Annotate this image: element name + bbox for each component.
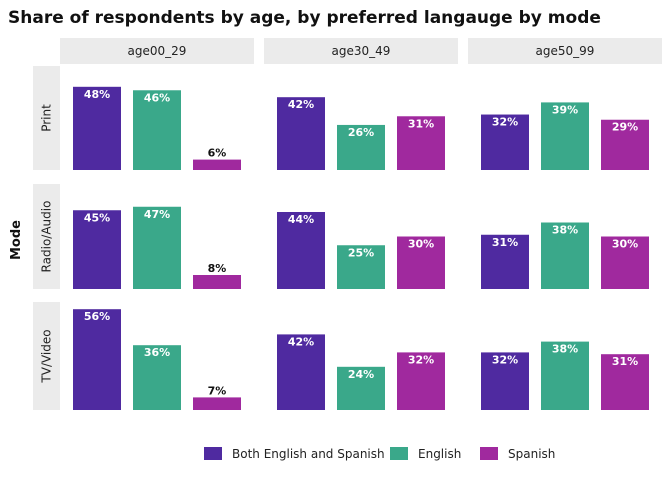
bar-value-label: 32% [492, 116, 518, 129]
bar-value-label: 8% [208, 262, 227, 275]
bar-print-age00-29-spanish [193, 159, 241, 170]
bar-value-label: 29% [612, 121, 638, 134]
bar-tv-video-age30-49-spanish [397, 352, 445, 410]
bar-tv-video-age30-49-english [337, 366, 385, 410]
bar-value-label: 6% [208, 147, 227, 160]
bar-value-label: 32% [492, 353, 518, 366]
bar-value-label: 30% [408, 238, 434, 251]
col-strip-label: age30_49 [332, 44, 391, 58]
bar-print-age30-49-spanish [397, 116, 445, 170]
col-strip-label: age50_99 [536, 44, 595, 58]
bar-print-age00-29-english [133, 90, 181, 170]
col-strip-age30-49 [264, 38, 458, 64]
chart-title: Share of respondents by age, by preferre… [8, 8, 601, 28]
row-strip-radio-audio [33, 184, 60, 289]
bar-print-age50-99-english [541, 102, 589, 170]
bar-tv-video-age50-99-both-english-and-spanish [481, 352, 529, 410]
bar-tv-video-age00-29-both-english-and-spanish [73, 309, 121, 410]
y-axis-title: Mode [9, 220, 24, 260]
facet-strips: age00_29 age30_49 age50_99 Print Radio/Audio… [33, 38, 662, 410]
row-strip-label: Radio/Audio [40, 201, 54, 273]
bar-value-label: 31% [612, 355, 638, 368]
bar-radio-audio-age50-99-english [541, 222, 589, 289]
legend-label: English [418, 447, 461, 461]
bar-radio-audio-age30-49-spanish [397, 236, 445, 289]
bar-value-label: 42% [288, 335, 314, 348]
bar-value-label: 44% [288, 213, 314, 226]
bar-value-label: 36% [144, 346, 170, 359]
bar-value-label: 39% [552, 103, 578, 116]
bar-value-label: 30% [612, 238, 638, 251]
bar-print-age30-49-both-english-and-spanish [277, 97, 325, 170]
bar-print-age50-99-both-english-and-spanish [481, 114, 529, 170]
bar-tv-video-age50-99-english [541, 341, 589, 410]
bar-value-label: 45% [84, 211, 110, 224]
bar-radio-audio-age30-49-both-english-and-spanish [277, 212, 325, 289]
bar-value-label: 38% [552, 224, 578, 237]
bar-print-age00-29-both-english-and-spanish [73, 86, 121, 170]
bar-value-label: 7% [208, 384, 227, 397]
bar-value-label: 42% [288, 98, 314, 111]
bar-value-label: 46% [144, 91, 170, 104]
bar-value-label: 26% [348, 126, 374, 139]
legend-label: Both English and Spanish [232, 447, 385, 461]
bar-radio-audio-age00-29-spanish [193, 275, 241, 289]
bar-value-label: 25% [348, 246, 374, 259]
bar-radio-audio-age00-29-both-english-and-spanish [73, 210, 121, 289]
bar-value-label: 32% [408, 353, 434, 366]
legend-label: Spanish [508, 447, 555, 461]
bar-value-label: 56% [84, 310, 110, 323]
bar-radio-audio-age50-99-spanish [601, 236, 649, 289]
bars-layer: 48% 46% 6% 42% 26% 31% 32% 39% 29% 45% 47% 8% 44% 25%… [73, 86, 649, 410]
bar-value-label: 24% [348, 368, 374, 381]
bar-radio-audio-age50-99-both-english-and-spanish [481, 234, 529, 289]
bar-value-label: 31% [492, 236, 518, 249]
bar-value-label: 38% [552, 343, 578, 356]
bar-value-label: 31% [408, 117, 434, 130]
bar-value-label: 47% [144, 208, 170, 221]
col-strip-label: age00_29 [128, 44, 187, 58]
bar-tv-video-age50-99-spanish [601, 354, 649, 410]
col-strip-age00-29 [60, 38, 254, 64]
bar-radio-audio-age00-29-english [133, 206, 181, 289]
bar-value-label: 48% [84, 88, 110, 101]
bar-radio-audio-age30-49-english [337, 245, 385, 289]
bar-print-age30-49-english [337, 124, 385, 170]
legend-swatch-english [390, 447, 408, 460]
col-strip-age50-99 [468, 38, 662, 64]
legend-swatch-spanish [480, 447, 498, 460]
row-strip-print [33, 66, 60, 170]
bar-tv-video-age00-29-english [133, 345, 181, 410]
bar-tv-video-age30-49-both-english-and-spanish [277, 334, 325, 410]
row-strip-label: Print [40, 104, 54, 132]
legend-swatch-both-english-and-spanish [204, 447, 222, 460]
row-strip-label: TV/Video [40, 329, 54, 383]
bar-print-age50-99-spanish [601, 119, 649, 170]
row-strip-tv-video [33, 302, 60, 410]
legend: Both English and Spanish English Spanish [204, 447, 555, 461]
bar-tv-video-age00-29-spanish [193, 397, 241, 410]
